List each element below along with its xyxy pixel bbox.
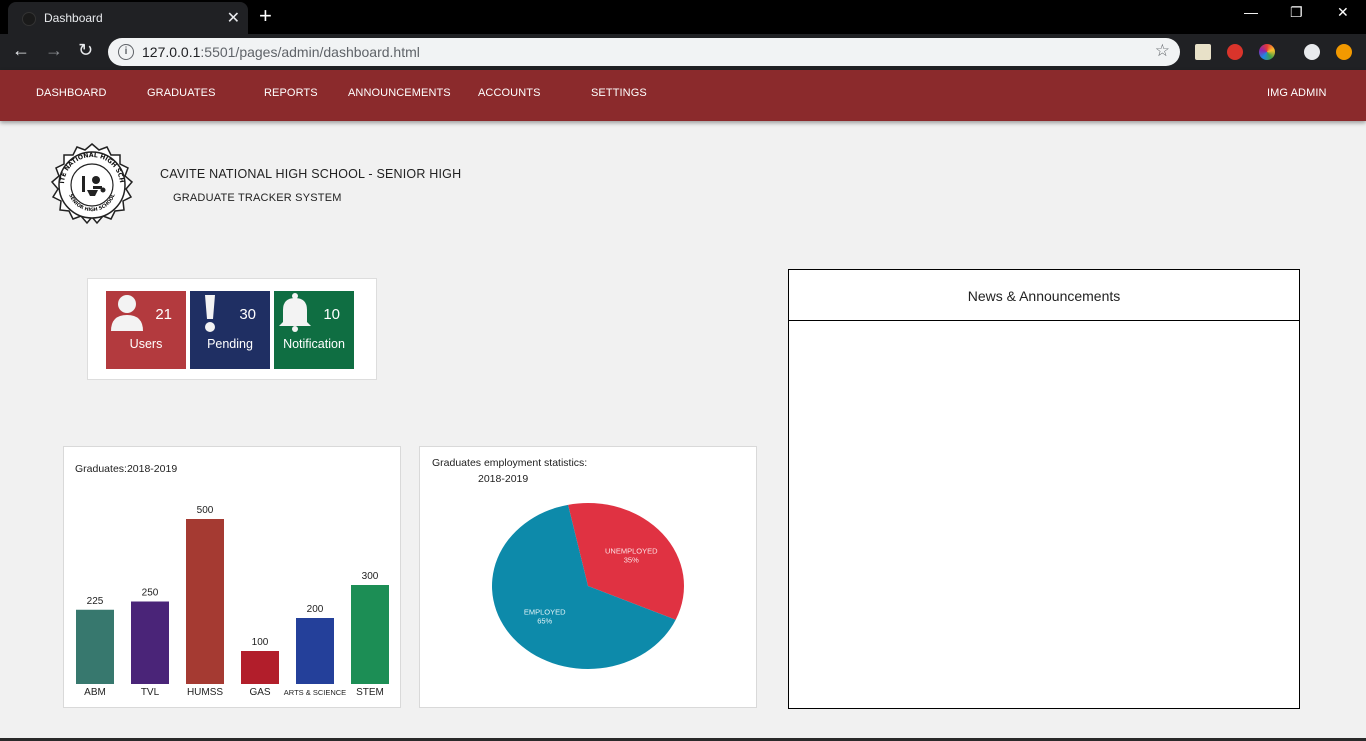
nav-reports[interactable]: REPORTS bbox=[264, 87, 318, 99]
graduates-bar-chart-card: Graduates:2018-2019 225 ABM 250 TVL 500 HUMSS… bbox=[63, 446, 401, 708]
bar-humss bbox=[186, 519, 224, 684]
bar-category-label: TVL bbox=[141, 687, 160, 698]
maximize-icon[interactable]: ❐ bbox=[1290, 4, 1303, 20]
news-title: News & Announcements bbox=[789, 270, 1299, 321]
pie-chart-subtitle: 2018-2019 bbox=[478, 473, 529, 485]
bar-abm bbox=[76, 609, 114, 684]
bottom-border bbox=[0, 738, 1366, 741]
nav-announcements[interactable]: ANNOUNCEMENTS bbox=[348, 87, 451, 99]
bar-category-label: ABM bbox=[84, 687, 106, 698]
bar-value-label: 300 bbox=[362, 571, 379, 582]
user-icon bbox=[111, 295, 143, 331]
stat-pending[interactable]: 30 Pending bbox=[190, 291, 270, 369]
stat-notification-label: Notification bbox=[283, 337, 345, 351]
window-close-icon[interactable]: ✕ bbox=[1337, 4, 1349, 20]
stat-users[interactable]: 21 Users bbox=[106, 291, 186, 369]
extension-icon[interactable] bbox=[1195, 44, 1211, 60]
favicon-icon bbox=[22, 12, 36, 26]
bar-category-label: HUMSS bbox=[187, 687, 223, 698]
tab-title: Dashboard bbox=[44, 11, 103, 25]
news-panel: News & Announcements bbox=[788, 269, 1300, 709]
bar-value-label: 100 bbox=[252, 637, 269, 648]
pie-slice-employed bbox=[492, 504, 676, 669]
bar-value-label: 500 bbox=[197, 505, 214, 516]
stat-pending-count: 30 bbox=[239, 306, 256, 323]
pie-slice-label: EMPLOYED bbox=[524, 607, 566, 616]
bar-stem bbox=[351, 585, 389, 684]
bookmark-star-icon[interactable]: ☆ bbox=[1154, 41, 1170, 60]
bar-chart: 225 ABM 250 TVL 500 HUMSS 100 GAS 200 ARTS & SCIE… bbox=[76, 505, 389, 698]
bar-value-label: 250 bbox=[142, 588, 159, 599]
address-bar[interactable]: i 127.0.0.1:5501/pages/admin/dashboard.h… bbox=[108, 38, 1180, 66]
stat-notification[interactable]: 10 Notification bbox=[274, 291, 354, 369]
stats-card: 21 Users 30 Pending 10 Notification bbox=[87, 278, 377, 380]
forward-icon[interactable]: → bbox=[45, 40, 63, 60]
bar-tvl bbox=[131, 601, 169, 684]
stat-pending-label: Pending bbox=[207, 337, 253, 351]
minimize-icon[interactable]: — bbox=[1244, 4, 1258, 20]
stat-users-count: 21 bbox=[155, 306, 172, 323]
bar-value-label: 200 bbox=[307, 604, 324, 615]
app-navbar: DASHBOARD GRADUATES REPORTS ANNOUNCEMENT… bbox=[0, 70, 1366, 121]
bar-gas bbox=[241, 651, 279, 684]
bar-category-label: STEM bbox=[356, 687, 384, 698]
pie-slice-unemployed bbox=[568, 503, 684, 620]
bell-icon bbox=[279, 293, 311, 332]
pie-slice-label: UNEMPLOYED bbox=[605, 547, 658, 556]
pie-chart-title: Graduates employment statistics: bbox=[432, 457, 588, 469]
back-icon[interactable]: ← bbox=[12, 40, 30, 60]
employment-pie-chart-card: Graduates employment statistics: 2018-20… bbox=[419, 446, 757, 708]
nav-dashboard[interactable]: DASHBOARD bbox=[36, 87, 107, 99]
nav-user-menu[interactable]: IMG ADMIN bbox=[1267, 87, 1327, 99]
profile-icon[interactable] bbox=[1304, 44, 1320, 60]
stat-users-label: Users bbox=[129, 337, 163, 351]
school-name: CAVITE NATIONAL HIGH SCHOOL - SENIOR HIG… bbox=[160, 167, 462, 181]
browser-toolbar: ← → ↻ i 127.0.0.1:5501/pages/admin/dashb… bbox=[0, 34, 1366, 70]
bar-arts-science bbox=[296, 618, 334, 684]
bar-value-label: 225 bbox=[87, 596, 104, 607]
exclamation-icon bbox=[205, 295, 215, 332]
new-tab-icon[interactable]: + bbox=[259, 3, 272, 28]
pie-slice-percent: 65% bbox=[537, 616, 552, 625]
nav-graduates[interactable]: GRADUATES bbox=[147, 87, 216, 99]
reload-icon[interactable]: ↻ bbox=[78, 40, 94, 60]
pie-slice-percent: 35% bbox=[624, 556, 639, 565]
browser-tab-bar: Dashboard ✕ + — ❐ ✕ bbox=[0, 0, 1366, 34]
system-name: GRADUATE TRACKER SYSTEM bbox=[173, 192, 342, 204]
school-logo-icon: CAVITE NATIONAL HIGH SCHOOL SENIOR HIGH … bbox=[49, 142, 134, 225]
color-picker-icon[interactable] bbox=[1259, 44, 1275, 60]
bar-category-label: GAS bbox=[249, 687, 270, 698]
update-alert-icon[interactable] bbox=[1336, 44, 1352, 60]
nav-settings[interactable]: SETTINGS bbox=[591, 87, 647, 99]
url-text: 127.0.0.1:5501/pages/admin/dashboard.htm… bbox=[142, 44, 420, 60]
nav-accounts[interactable]: ACCOUNTS bbox=[478, 87, 541, 99]
bar-category-label: ARTS & SCIENCE bbox=[284, 688, 346, 697]
stat-notification-count: 10 bbox=[323, 306, 340, 323]
browser-tab[interactable]: Dashboard ✕ bbox=[8, 2, 248, 34]
tab-close-icon[interactable]: ✕ bbox=[226, 10, 240, 27]
extension-stop-icon[interactable] bbox=[1227, 44, 1243, 60]
site-info-icon[interactable]: i bbox=[118, 44, 134, 60]
bar-chart-title: Graduates:2018-2019 bbox=[75, 463, 178, 475]
